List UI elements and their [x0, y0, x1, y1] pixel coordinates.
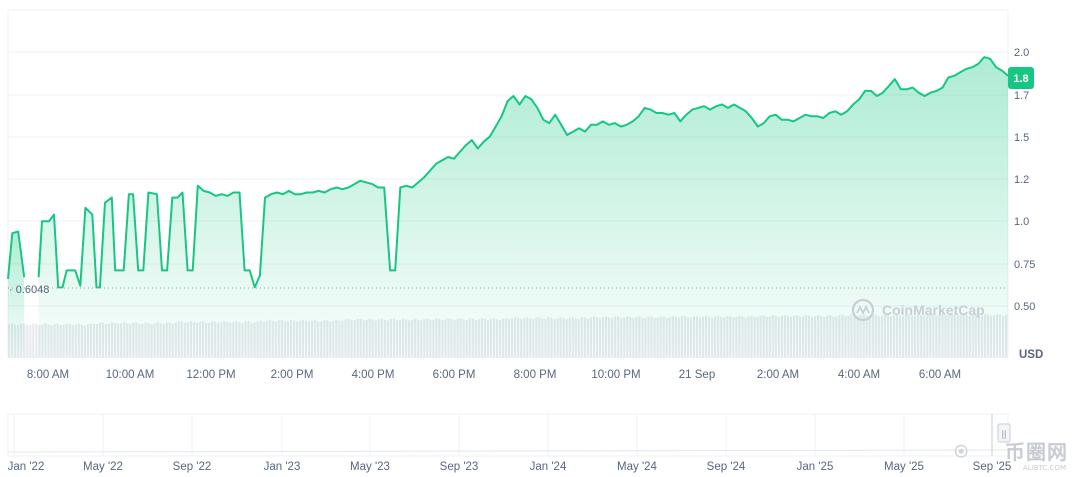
x-tick-label: 2:00 PM — [271, 369, 314, 381]
navigator-handle[interactable]: || — [997, 423, 1011, 443]
price-area-segment — [38, 57, 1009, 358]
y-tick-label: 1.5 — [1014, 132, 1029, 144]
coinmarketcap-watermark: CoinMarketCap — [851, 298, 985, 322]
x-tick-label: 12:00 PM — [186, 369, 235, 381]
navigator-tick-label: Sep '22 — [173, 461, 212, 473]
volume-bar — [35, 324, 38, 358]
navigator-tick-label: Jan '24 — [530, 461, 567, 473]
x-axis-labels: 8:00 AM 10:00 AM 12:00 PM 2:00 PM 4:00 PM 6:0… — [27, 369, 961, 381]
x-tick-label: 2:00 AM — [757, 369, 799, 381]
brand-subtitle: ALIBTC.COM — [1023, 464, 1066, 472]
y-axis-labels: 2.0 1.7 1.5 1.2 1.0 0.75 0.50 — [1014, 47, 1035, 313]
y-tick-label: 1.2 — [1014, 174, 1029, 186]
price-line-segment — [37, 56, 1009, 289]
navigator-labels: Jan '22 May '22 Sep '22 Jan '23 May '23 Sep '… — [8, 461, 1012, 473]
y-tick-label: 0.75 — [1014, 259, 1035, 271]
svg-text:||: || — [1002, 429, 1007, 439]
x-tick-label: 10:00 PM — [591, 369, 640, 381]
current-price-value: 1.8 — [1013, 73, 1028, 85]
brand-swirl-icon — [954, 444, 968, 458]
x-tick-label: 21 Sep — [679, 369, 715, 381]
y-tick-label: 1.0 — [1014, 216, 1029, 228]
navigator-tick-label: Jan '23 — [264, 461, 301, 473]
current-price-badge: 1.8 — [1008, 67, 1034, 89]
navigator-tick-label: Sep '25 — [973, 461, 1012, 473]
x-tick-label: 4:00 PM — [352, 369, 395, 381]
min-price-label: · 0.6048 — [9, 284, 49, 296]
navigator-tick-label: May '22 — [83, 461, 123, 473]
volume-bar — [29, 325, 32, 358]
navigator-tick-label: May '24 — [617, 461, 658, 473]
x-tick-label: 8:00 PM — [514, 369, 557, 381]
price-line — [7, 56, 1009, 289]
x-tick-label: 10:00 AM — [106, 369, 155, 381]
y-tick-label: 0.50 — [1014, 301, 1035, 313]
navigator-tick-label: Jan '25 — [797, 461, 834, 473]
navigator-grid — [7, 414, 1009, 456]
navigator-tick-label: May '25 — [884, 461, 924, 473]
navigator-series — [7, 449, 1009, 453]
navigator-tick-label: May '23 — [350, 461, 390, 473]
price-area-segment — [8, 231, 25, 358]
x-tick-label: 4:00 AM — [838, 369, 880, 381]
navigator-tick-label: Sep '24 — [707, 461, 746, 473]
watermark-text: CoinMarketCap — [882, 302, 985, 318]
price-line-segment — [7, 230, 26, 279]
x-tick-label: 8:00 AM — [27, 369, 69, 381]
navigator-tick-label: Sep '23 — [440, 461, 479, 473]
volume-bar — [23, 323, 26, 358]
volume-bar — [26, 325, 29, 358]
brand-title: 币圈网 — [1005, 440, 1068, 464]
navigator-tick-label: Jan '22 — [8, 461, 45, 473]
min-price-marker: · 0.6048 — [8, 284, 1008, 296]
price-area — [8, 57, 1009, 358]
x-tick-label: 6:00 AM — [919, 369, 961, 381]
volume-bar — [32, 323, 35, 358]
x-tick-label: 6:00 PM — [433, 369, 476, 381]
y-axis-unit: USD — [1019, 349, 1043, 361]
y-tick-label: 2.0 — [1014, 47, 1029, 59]
range-navigator[interactable] — [7, 413, 1009, 457]
coinmarketcap-logo-icon — [851, 298, 875, 322]
y-tick-label: 1.7 — [1014, 90, 1029, 102]
